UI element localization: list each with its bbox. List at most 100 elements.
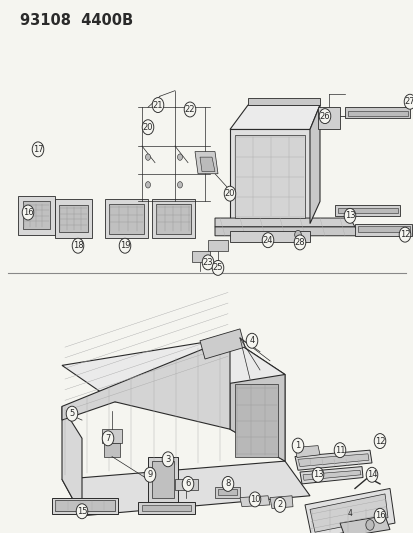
Polygon shape [218, 489, 236, 495]
Text: 9: 9 [147, 470, 152, 479]
Text: 17: 17 [33, 145, 43, 154]
Polygon shape [309, 494, 387, 532]
Circle shape [224, 186, 235, 201]
Circle shape [212, 261, 223, 276]
Polygon shape [302, 470, 360, 480]
Circle shape [184, 102, 195, 117]
Polygon shape [294, 446, 319, 457]
Circle shape [202, 255, 213, 270]
Circle shape [365, 520, 373, 530]
Polygon shape [199, 329, 244, 359]
Polygon shape [152, 461, 173, 498]
Polygon shape [52, 498, 118, 514]
Circle shape [152, 98, 164, 112]
Polygon shape [269, 496, 292, 508]
Circle shape [403, 94, 413, 109]
Circle shape [273, 497, 285, 512]
Polygon shape [62, 461, 309, 516]
Polygon shape [62, 338, 230, 429]
Text: 15: 15 [76, 507, 87, 516]
Polygon shape [62, 338, 284, 402]
Polygon shape [214, 218, 354, 227]
Polygon shape [175, 479, 197, 490]
Circle shape [177, 182, 182, 188]
Circle shape [72, 238, 83, 253]
Text: 14: 14 [366, 470, 376, 479]
Polygon shape [230, 231, 309, 243]
Text: 5: 5 [69, 409, 74, 418]
Polygon shape [337, 208, 397, 213]
Text: 25: 25 [212, 263, 223, 272]
Circle shape [162, 452, 173, 467]
Polygon shape [55, 199, 92, 238]
Text: 28: 28 [294, 238, 304, 247]
Text: 12: 12 [374, 437, 385, 446]
Text: 20: 20 [142, 123, 153, 132]
Polygon shape [152, 199, 195, 238]
Polygon shape [317, 107, 339, 130]
Polygon shape [192, 251, 209, 262]
Text: 16: 16 [23, 208, 33, 217]
Text: 13: 13 [344, 211, 354, 220]
Text: 4: 4 [249, 336, 254, 345]
Circle shape [373, 508, 385, 523]
Text: 21: 21 [152, 101, 163, 110]
Polygon shape [309, 105, 319, 223]
Polygon shape [357, 226, 409, 232]
Text: 11: 11 [334, 446, 344, 455]
Circle shape [311, 467, 323, 482]
Polygon shape [294, 450, 371, 470]
Circle shape [261, 233, 273, 248]
Circle shape [246, 333, 257, 348]
Text: 6: 6 [185, 479, 190, 488]
Polygon shape [240, 496, 269, 507]
Text: 18: 18 [73, 241, 83, 250]
Circle shape [318, 109, 330, 124]
Polygon shape [109, 204, 144, 233]
Polygon shape [230, 338, 284, 461]
Polygon shape [147, 457, 178, 502]
Circle shape [66, 406, 78, 421]
Polygon shape [102, 429, 122, 443]
Polygon shape [59, 205, 88, 232]
Polygon shape [230, 105, 319, 130]
Polygon shape [104, 443, 120, 457]
Polygon shape [347, 110, 407, 116]
Polygon shape [105, 199, 147, 238]
Polygon shape [156, 204, 190, 233]
Polygon shape [142, 505, 190, 511]
Circle shape [119, 238, 131, 253]
Circle shape [249, 492, 260, 507]
Circle shape [22, 205, 34, 220]
Polygon shape [230, 375, 284, 461]
Circle shape [182, 477, 193, 491]
Polygon shape [55, 500, 115, 511]
Circle shape [76, 504, 88, 519]
Text: 3: 3 [165, 455, 170, 464]
Circle shape [32, 142, 44, 157]
Circle shape [343, 208, 355, 223]
Polygon shape [214, 487, 240, 498]
Circle shape [292, 438, 303, 453]
Polygon shape [247, 99, 319, 105]
Text: 4: 4 [347, 510, 351, 519]
Text: 1: 1 [294, 441, 300, 450]
Polygon shape [354, 223, 411, 236]
Text: 13: 13 [312, 470, 323, 479]
Circle shape [373, 433, 385, 448]
Text: 2: 2 [277, 500, 282, 510]
Circle shape [398, 227, 410, 242]
Polygon shape [344, 107, 409, 118]
Circle shape [144, 467, 155, 482]
Polygon shape [297, 454, 368, 466]
Polygon shape [235, 384, 277, 457]
Text: 10: 10 [249, 495, 260, 504]
Polygon shape [334, 205, 399, 216]
Text: 8: 8 [225, 479, 230, 488]
Polygon shape [18, 196, 55, 235]
Circle shape [294, 235, 305, 250]
Text: 27: 27 [404, 97, 413, 106]
Text: 20: 20 [224, 189, 235, 198]
Polygon shape [230, 130, 309, 223]
Polygon shape [214, 227, 359, 236]
